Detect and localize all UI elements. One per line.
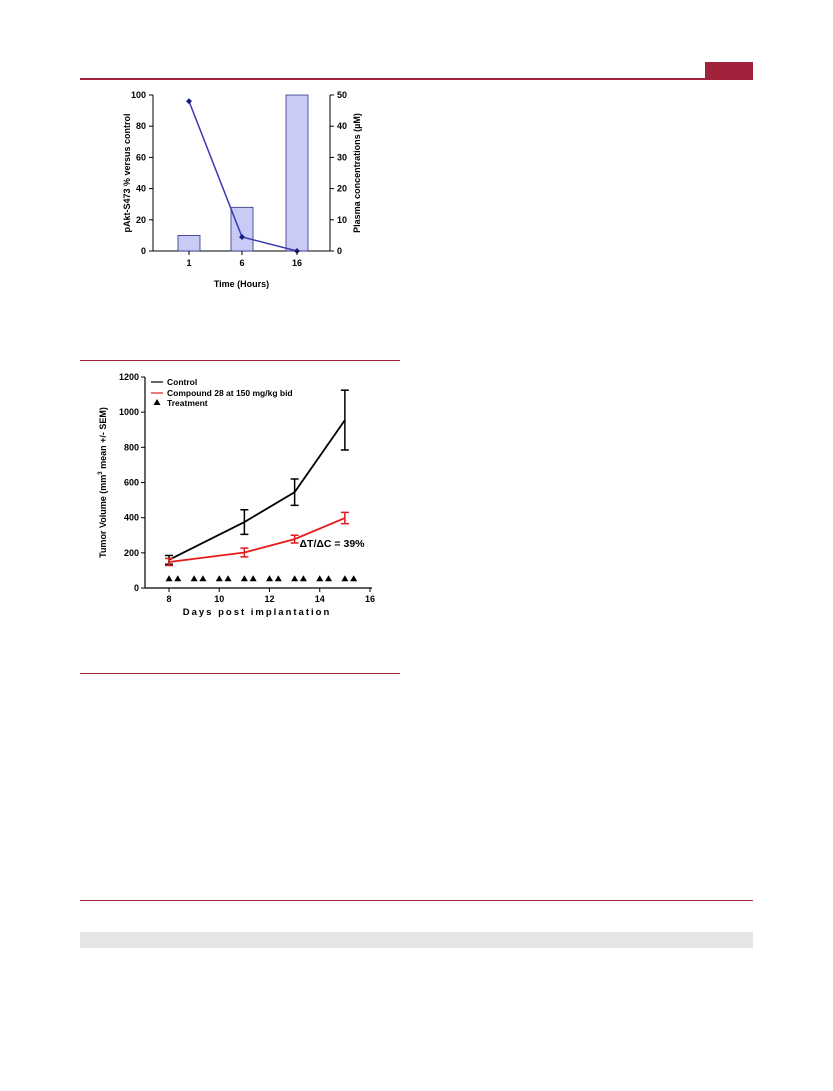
treatment-marker bbox=[174, 575, 182, 582]
x-tick-label: 16 bbox=[365, 594, 375, 604]
footer-band bbox=[80, 932, 753, 948]
left-axis-title: pAkt-S473 % versus control bbox=[122, 113, 132, 232]
x-tick-label: 16 bbox=[292, 258, 302, 268]
chart-tumor-volume: 0 200 400 600 800 1000 1200 8 10 12 14 16 Days post … bbox=[98, 372, 375, 618]
treatment-marker bbox=[165, 575, 173, 582]
series-line bbox=[168, 419, 346, 561]
right-tick-label: 50 bbox=[337, 90, 347, 100]
x-tick-label: 1 bbox=[186, 258, 191, 268]
y-tick-label: 800 bbox=[124, 442, 139, 452]
right-axis-title: Plasma concentrations (µM) bbox=[352, 113, 362, 233]
treatment-marker bbox=[224, 575, 232, 582]
right-tick-label: 30 bbox=[337, 152, 347, 162]
plasma-point bbox=[186, 98, 192, 105]
y-tick-label: 200 bbox=[124, 548, 139, 558]
right-tick-label: 0 bbox=[337, 246, 342, 256]
footer-rule bbox=[80, 900, 753, 901]
treatment-marker bbox=[215, 575, 223, 582]
treatment-marker bbox=[274, 575, 282, 582]
treatment-marker bbox=[325, 575, 333, 582]
left-tick-label: 80 bbox=[136, 121, 146, 131]
treatment-marker bbox=[299, 575, 307, 582]
y-tick-label: 1200 bbox=[119, 372, 139, 382]
y-tick-label: 400 bbox=[124, 513, 139, 523]
y-axis-title: Tumor Volume (mm3 mean +/- SEM) bbox=[98, 407, 108, 558]
x-axis-title: Time (Hours) bbox=[214, 279, 269, 289]
legend-label-control: Control bbox=[167, 377, 197, 387]
x-tick-label: 8 bbox=[166, 594, 171, 604]
left-tick-label: 100 bbox=[131, 90, 146, 100]
right-tick-label: 20 bbox=[337, 184, 347, 194]
right-tick-label: 10 bbox=[337, 215, 347, 225]
x-tick-label: 14 bbox=[315, 594, 325, 604]
treatment-marker bbox=[266, 575, 273, 582]
left-tick-label: 0 bbox=[141, 246, 146, 256]
treatment-marker bbox=[190, 575, 198, 582]
legend-label-compound: Compound 28 at 150 mg/kg bid bbox=[167, 388, 293, 398]
treatment-marker bbox=[249, 575, 257, 582]
x-tick-label: 12 bbox=[264, 594, 274, 604]
delta-annotation: ΔT/ΔC = 39% bbox=[300, 538, 366, 550]
treatment-marker bbox=[350, 575, 358, 582]
left-tick-label: 60 bbox=[136, 152, 146, 162]
header-rule bbox=[80, 78, 753, 80]
figure-separator-2 bbox=[80, 673, 400, 674]
y-tick-label: 0 bbox=[134, 583, 139, 593]
plasma-point bbox=[239, 233, 245, 240]
x-tick-label: 6 bbox=[239, 258, 244, 268]
figure-separator-1 bbox=[80, 360, 400, 361]
treatment-marker bbox=[341, 575, 349, 582]
left-tick-label: 40 bbox=[136, 184, 146, 194]
x-axis-title: Days post implantation bbox=[183, 607, 332, 618]
y-tick-label: 600 bbox=[124, 478, 139, 488]
right-tick-label: 40 bbox=[337, 121, 347, 131]
treatment-marker bbox=[240, 575, 248, 582]
y-tick-label: 1000 bbox=[119, 407, 139, 417]
left-tick-label: 20 bbox=[136, 215, 146, 225]
treatment-marker bbox=[291, 575, 299, 582]
series-line bbox=[168, 517, 346, 563]
legend-swatch-treatment bbox=[153, 399, 161, 405]
header-tab bbox=[705, 62, 753, 78]
x-tick-label: 10 bbox=[214, 594, 224, 604]
legend-label-treatment: Treatment bbox=[167, 398, 208, 408]
treatment-marker bbox=[316, 575, 324, 582]
treatment-marker bbox=[199, 575, 207, 582]
